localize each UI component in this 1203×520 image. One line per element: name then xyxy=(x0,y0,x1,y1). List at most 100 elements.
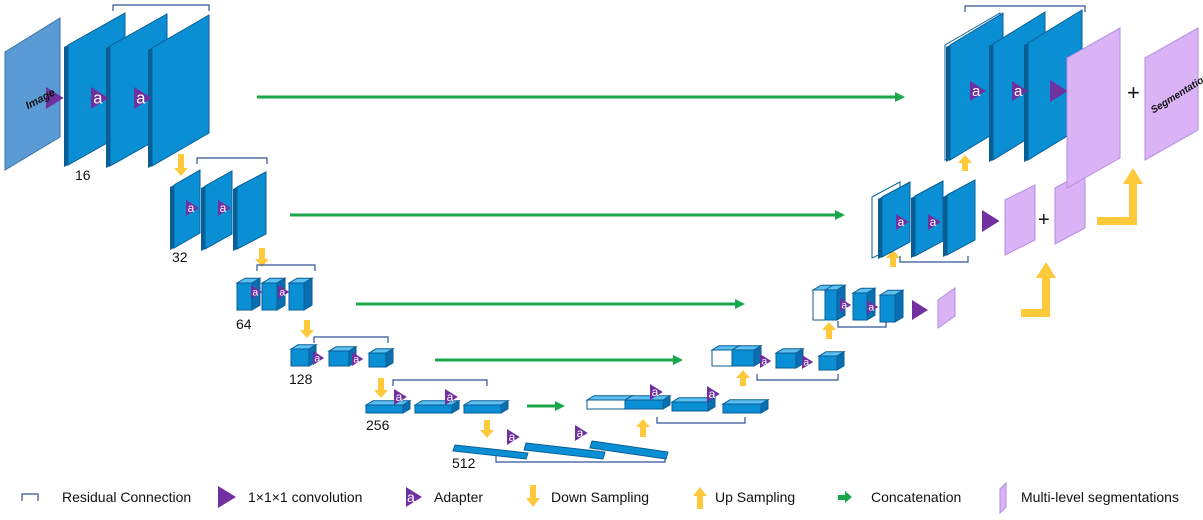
feature-map-concat-256 xyxy=(586,399,626,410)
conv-1x1-icon xyxy=(46,87,64,109)
legend-label: Adapter xyxy=(434,489,483,505)
legend: Residual Connection 1×1×1 convolution a Ada… xyxy=(21,481,1179,515)
feature-map-16c xyxy=(151,14,210,167)
feature-map-dec-128b xyxy=(775,352,797,369)
adapter-glyph: a xyxy=(93,90,103,108)
channel-label-32: 32 xyxy=(172,249,188,265)
adapter-glyph: a xyxy=(972,83,981,100)
residual-connection xyxy=(112,4,210,11)
feature-map-dec-32b-side xyxy=(911,196,915,258)
feature-map-dec-128a xyxy=(731,349,755,367)
adapter-icon xyxy=(186,200,199,216)
adapter-glyph: a xyxy=(353,354,359,366)
adapter-icon xyxy=(394,389,407,405)
feature-map-dec-16a-side xyxy=(946,45,950,162)
feature-map-256a xyxy=(365,404,404,414)
final-segmentation-slab xyxy=(1144,27,1199,161)
concatenation-icon xyxy=(838,495,846,500)
down-sampling-icon-head xyxy=(526,498,540,507)
residual-connection xyxy=(899,256,969,263)
multilevel-up-arrow-head xyxy=(1123,168,1143,184)
conv-1x1-icon xyxy=(218,486,236,508)
feature-map-64b xyxy=(261,282,278,311)
feature-map-256c xyxy=(463,404,502,414)
adapter-glyph: a xyxy=(652,385,659,399)
feature-map-16a-side xyxy=(64,45,68,167)
input-image-slab xyxy=(4,17,61,171)
up-sampling-icon-head xyxy=(693,487,707,496)
channel-label-64: 64 xyxy=(236,316,252,332)
adapter-icon xyxy=(867,300,879,314)
concat-arrow-level4-head xyxy=(673,355,683,365)
adapter-icon xyxy=(218,200,231,216)
adapter-glyph: a xyxy=(447,390,454,404)
up-sampling-arrow xyxy=(640,427,646,437)
feature-map-64a xyxy=(236,282,253,311)
residual-connection xyxy=(964,5,1086,12)
feature-map-64c xyxy=(288,282,305,311)
feature-map-512c xyxy=(589,440,669,460)
feature-map-dec-32c xyxy=(946,179,976,256)
adapter-glyph: a xyxy=(279,287,285,299)
legend-item-purple-slab: Multi-level segmentations xyxy=(999,481,1179,515)
feature-map-32c xyxy=(236,171,267,250)
channel-label-512: 512 xyxy=(452,455,476,471)
feature-map-128b xyxy=(328,350,350,367)
feature-map-dec-64a xyxy=(824,289,838,321)
legend-label: Up Sampling xyxy=(715,489,795,505)
multi-level-segmentation-icon xyxy=(999,481,1007,515)
feature-map-32a-side xyxy=(170,185,174,250)
residual-connection xyxy=(756,374,839,381)
concat-arrow-level1-head xyxy=(895,92,905,102)
adapter-glyph: a xyxy=(252,287,258,299)
legend-item-residual-bracket: Residual Connection xyxy=(21,489,191,505)
up-sampling-arrow-head xyxy=(958,155,972,163)
adapter-icon xyxy=(313,351,325,365)
feature-map-dec-64b xyxy=(852,292,868,321)
feature-map-dec-128a-side xyxy=(753,344,762,367)
feature-map-dec-16b-side xyxy=(989,44,993,162)
multilevel-up-arrow xyxy=(1097,183,1137,225)
down-sampling-icon xyxy=(530,485,536,499)
adapter-glyph: a xyxy=(509,430,516,444)
down-sampling-arrow xyxy=(378,378,384,390)
down-sampling-arrow-head xyxy=(174,168,188,176)
feature-map-32b-side xyxy=(201,186,205,251)
residual-connection xyxy=(656,417,746,424)
residual-connection xyxy=(313,336,389,343)
adapter-icon xyxy=(134,87,152,109)
up-sampling-arrow xyxy=(962,163,968,171)
adapter-icon xyxy=(840,298,852,312)
adapter-glyph: a xyxy=(803,357,809,369)
channel-label-128: 128 xyxy=(289,371,313,387)
adapter-icon xyxy=(406,487,422,507)
adapter-glyph: a xyxy=(1014,83,1023,100)
concat-arrow-level2-head xyxy=(835,210,845,220)
adapter-icon xyxy=(445,389,458,405)
adapter-icon xyxy=(507,429,520,445)
multilevel-up-arrow-head xyxy=(1036,262,1056,278)
adapter-icon xyxy=(575,425,588,441)
adapter-glyph: a xyxy=(136,90,146,108)
feature-map-dec-256b xyxy=(671,401,709,412)
down-sampling-arrow-head xyxy=(374,390,388,398)
adapter-glyph: a xyxy=(709,387,716,401)
adapter-glyph: a xyxy=(407,489,415,505)
adapter-glyph: a xyxy=(930,215,937,229)
channel-label-16: 16 xyxy=(75,167,91,183)
adapter-icon xyxy=(896,214,909,230)
down-sampling-arrow xyxy=(304,320,310,330)
legend-item-purple-triangle: 1×1×1 convolution xyxy=(218,486,362,508)
legend-label: Multi-level segmentations xyxy=(1021,489,1179,505)
conv-1x1-icon xyxy=(912,300,928,320)
feature-map-dec-128c xyxy=(818,355,838,371)
feature-map-concat-128 xyxy=(711,349,733,367)
adapter-glyph: a xyxy=(314,353,320,365)
concat-arrow-level3-head xyxy=(735,299,745,309)
multilevel-up-arrow xyxy=(1021,277,1050,317)
conv-1x1-icon xyxy=(1050,80,1068,102)
feature-map-32c-side xyxy=(233,187,237,251)
adapter-icon xyxy=(928,214,941,230)
feature-map-256b xyxy=(414,404,453,414)
